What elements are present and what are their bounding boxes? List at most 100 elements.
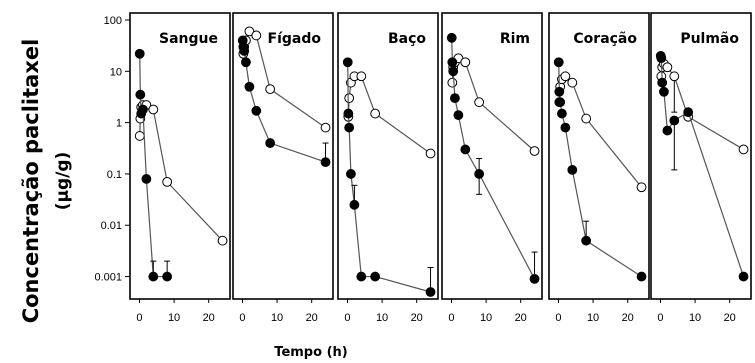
- filled-series-point: [148, 271, 159, 282]
- filled-series-point: [560, 122, 571, 133]
- filled-series-point: [738, 271, 749, 282]
- y-tick-label: 1: [116, 118, 122, 130]
- filled-series-point: [425, 287, 436, 297]
- y-tick-label: 100: [104, 15, 122, 27]
- open-series-point: [447, 77, 458, 88]
- open-series-point: [474, 97, 485, 108]
- x-tick-label: 20: [724, 312, 736, 324]
- filled-series-point: [657, 77, 668, 88]
- filled-series-point: [460, 144, 471, 155]
- x-tick-label: 20: [203, 312, 215, 324]
- x-tick-label: 20: [411, 312, 423, 324]
- filled-series-line: [451, 37, 536, 280]
- filled-series-point: [557, 108, 567, 119]
- open-series-point: [265, 84, 276, 95]
- x-tick-label: 10: [689, 312, 701, 324]
- filled-series-point: [656, 53, 667, 64]
- panel-title: Sangue: [159, 31, 218, 47]
- filled-series-point: [567, 164, 578, 175]
- open-series-point: [567, 77, 578, 88]
- open-series-line: [139, 104, 223, 242]
- panel-frame: [337, 12, 439, 300]
- filled-series-line: [347, 62, 431, 293]
- filled-series-point: [683, 107, 694, 118]
- open-series-line: [347, 75, 431, 155]
- open-series-point: [669, 71, 680, 82]
- open-series-point: [148, 104, 159, 115]
- x-tick-label: 0: [657, 312, 663, 324]
- x-axis-label: Tempo (h): [274, 345, 347, 360]
- filled-series-point: [662, 125, 673, 136]
- open-series-point: [581, 113, 592, 124]
- filled-series-point: [342, 57, 353, 68]
- panel-title: Fígado: [268, 31, 322, 47]
- filled-series-point: [244, 81, 255, 92]
- x-tick-label: 20: [306, 312, 318, 324]
- filled-series-point: [320, 157, 331, 168]
- y-axis-unit: (µg/g): [53, 152, 73, 211]
- open-series-point: [370, 108, 381, 119]
- open-series-point: [560, 71, 571, 82]
- x-tick-label: 10: [271, 312, 283, 324]
- y-tick-label: 10: [110, 66, 122, 78]
- panel-6: Pulmão 0 10 20: [650, 12, 752, 324]
- panel-frame: [232, 12, 334, 300]
- panel-frame: [129, 12, 231, 300]
- filled-series-point: [636, 271, 647, 282]
- open-series-point: [344, 93, 355, 104]
- panel-frame: [650, 12, 752, 300]
- filled-series-point: [135, 89, 146, 100]
- panel-title: Pulmão: [680, 31, 739, 47]
- y-tick-label: 0.1: [107, 169, 122, 181]
- panel-title: Baço: [388, 31, 426, 47]
- filled-series-point: [162, 271, 173, 282]
- filled-series-point: [448, 66, 459, 77]
- open-series-point: [529, 146, 540, 156]
- x-tick-label: 0: [136, 312, 142, 324]
- filled-series-point: [529, 274, 540, 284]
- y-axis-label: Concentração paclitaxel: [19, 39, 43, 324]
- filled-series-point: [141, 174, 152, 184]
- filled-series-point: [669, 115, 680, 126]
- x-tick-label: 10: [168, 312, 180, 324]
- open-series-point: [738, 144, 749, 155]
- filled-series-point: [553, 57, 564, 68]
- panel-4: Rim 0 10 20: [441, 12, 543, 324]
- panel-3: Baço 0 10 20: [337, 12, 439, 324]
- filled-series-point: [370, 271, 381, 282]
- open-series-point: [636, 182, 647, 193]
- filled-series-point: [343, 108, 354, 119]
- panel-title: Coração: [573, 31, 637, 47]
- panel-frame: [548, 12, 650, 300]
- filled-series-point: [554, 86, 565, 97]
- y-axis: 100 10 1 0.1 0.01 0.001: [94, 15, 130, 284]
- filled-series-point: [659, 86, 669, 97]
- filled-series-point: [446, 32, 457, 43]
- open-series-line: [451, 57, 535, 152]
- x-tick-label: 0: [239, 312, 245, 324]
- open-series-point: [162, 176, 173, 187]
- filled-series-point: [555, 97, 566, 108]
- filled-series-point: [447, 57, 458, 68]
- filled-series-point: [450, 93, 460, 104]
- filled-series-point: [356, 271, 367, 282]
- panel-5: Coração 0 10 20: [548, 12, 650, 324]
- y-tick-label: 0.01: [101, 220, 122, 232]
- x-tick-label: 0: [555, 312, 561, 324]
- x-tick-label: 20: [515, 312, 527, 324]
- filled-series-line: [242, 40, 326, 163]
- filled-series-point: [138, 104, 148, 115]
- filled-series-point: [241, 57, 251, 68]
- open-series-point: [251, 30, 262, 41]
- x-tick-label: 20: [622, 312, 634, 324]
- panel-2: Fígado 0 10 20: [232, 12, 334, 324]
- filled-series-point: [239, 45, 250, 56]
- panel-frame: [441, 12, 543, 300]
- open-series-point: [356, 71, 367, 82]
- open-series-point: [460, 57, 471, 68]
- filled-series-point: [344, 122, 355, 133]
- filled-series-point: [474, 169, 485, 179]
- filled-series-point: [453, 110, 464, 121]
